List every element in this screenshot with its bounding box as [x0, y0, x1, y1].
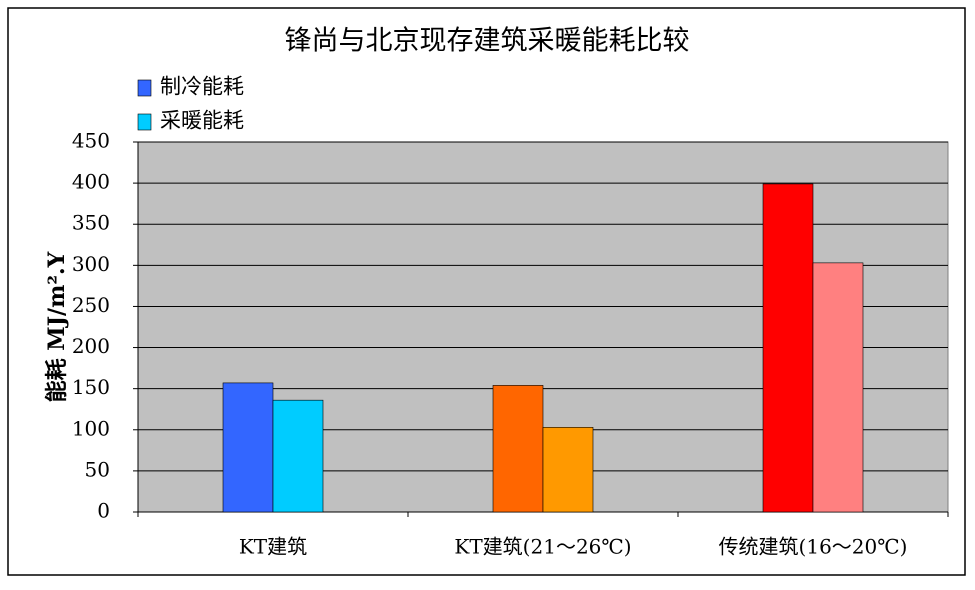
- chart-title: 锋尚与北京现存建筑采暖能耗比较: [285, 26, 690, 57]
- y-tick-label: 450: [72, 129, 110, 153]
- y-axis-label: 能耗 MJ/m².Y: [44, 251, 70, 402]
- y-tick-label: 200: [72, 334, 110, 358]
- x-tick-label: 传统建筑(16～20℃): [719, 535, 908, 559]
- y-tick-label: 150: [72, 375, 110, 399]
- x-tick-label: KT建筑: [239, 535, 307, 559]
- bar: [762, 183, 814, 513]
- y-tick-label: 100: [72, 416, 110, 440]
- y-tick-label: 250: [72, 293, 110, 317]
- bar: [272, 399, 324, 513]
- bar: [492, 385, 544, 513]
- bar: [222, 382, 274, 513]
- legend-label: 采暖能耗: [160, 109, 244, 133]
- bar: [542, 427, 594, 513]
- legend-swatch: [137, 113, 152, 131]
- legend-swatch: [137, 79, 152, 97]
- y-tick-label: 350: [72, 211, 110, 235]
- x-tick-label: KT建筑(21～26℃): [454, 535, 631, 559]
- bar: [812, 262, 864, 513]
- legend-label: 制冷能耗: [160, 75, 244, 99]
- y-tick-label: 300: [72, 252, 110, 276]
- y-tick-label: 50: [85, 457, 110, 481]
- y-tick-label: 400: [72, 170, 110, 194]
- y-tick-label: 0: [97, 499, 110, 523]
